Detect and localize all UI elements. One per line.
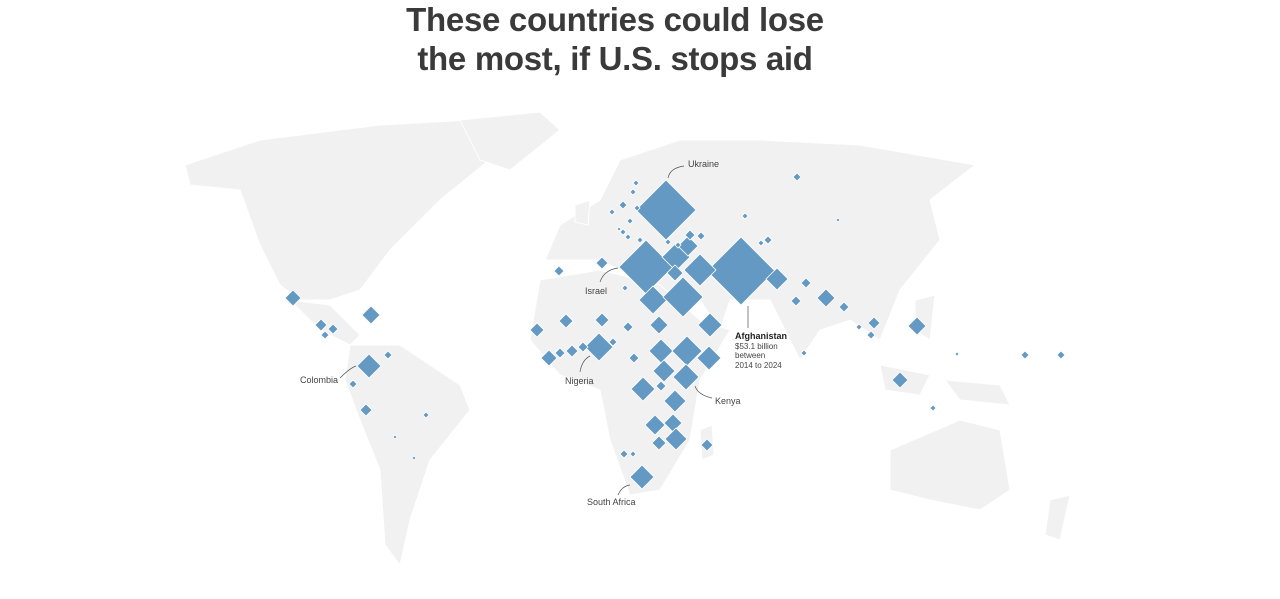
diamond [529, 322, 545, 338]
diamond [644, 414, 666, 436]
diamond [618, 200, 628, 210]
diamond [866, 330, 876, 340]
diamond [595, 256, 609, 270]
diamond [540, 349, 558, 367]
diamond [706, 236, 776, 306]
diamond [652, 359, 676, 383]
label: Ukraine [688, 159, 719, 169]
diamond [649, 315, 669, 335]
diamonds [284, 172, 1066, 490]
diamond [757, 239, 765, 247]
diamond [684, 229, 696, 241]
diamond [683, 253, 717, 287]
diamond [624, 233, 632, 241]
diamond [629, 464, 655, 490]
diamond [635, 179, 697, 241]
diamond [696, 345, 722, 371]
diamond [664, 238, 672, 246]
title: These countries could lose the most, if … [406, 1, 824, 77]
diamond [633, 204, 641, 212]
diamond [638, 285, 668, 315]
diamond [835, 217, 841, 223]
diamond [392, 434, 398, 440]
diamond [800, 349, 808, 357]
diamond [1056, 350, 1066, 360]
diamond [577, 341, 589, 353]
diamond [655, 380, 667, 392]
diamond [314, 318, 328, 332]
diamond [677, 235, 699, 257]
label-detail: 2014 to 2024 [735, 361, 782, 370]
diamond [790, 295, 802, 307]
diamond [630, 376, 656, 402]
diamond [629, 188, 637, 196]
diamond [697, 312, 723, 338]
diamond [700, 438, 714, 452]
diamond [929, 404, 937, 412]
diamond [348, 379, 358, 389]
diamond [383, 350, 393, 360]
diamond [816, 288, 836, 308]
label: South Africa [587, 497, 636, 507]
diamond [622, 321, 634, 333]
diamond [800, 277, 812, 289]
diamond [284, 289, 302, 307]
diamond [356, 353, 382, 379]
diamond [584, 332, 614, 362]
diamond [621, 284, 629, 292]
diamond [662, 276, 704, 318]
diamond [608, 337, 618, 347]
diamond [361, 305, 381, 325]
diamond [867, 316, 881, 330]
leaders [339, 165, 749, 496]
diamond [411, 455, 417, 461]
diamond [616, 226, 622, 232]
diamond [763, 235, 773, 245]
diamond [327, 323, 339, 335]
diamond [765, 267, 789, 291]
diamond [359, 403, 373, 417]
label: Colombia [300, 375, 338, 385]
label: Israel [585, 286, 607, 296]
diamond [672, 363, 700, 391]
diamond [651, 435, 667, 451]
diamond [664, 427, 688, 451]
diamond [907, 316, 927, 336]
diamond [554, 347, 566, 359]
label-detail: $53.1 billion [735, 342, 778, 351]
diamond [565, 344, 579, 358]
diamond [619, 449, 629, 459]
diamond [632, 179, 640, 187]
diamond [674, 241, 682, 249]
diamond [741, 212, 749, 220]
diamond [855, 323, 863, 331]
diamond [422, 411, 430, 419]
diamond [629, 450, 637, 458]
diamond [594, 312, 610, 328]
diamond [626, 217, 634, 225]
diamond [1020, 350, 1030, 360]
diamond [666, 264, 684, 282]
label: Nigeria [565, 376, 594, 386]
diamond [891, 371, 909, 389]
diamond [619, 228, 627, 236]
label: Kenya [715, 396, 741, 406]
diamond [838, 301, 850, 313]
label: Afghanistan [735, 331, 787, 341]
diamond [663, 389, 687, 413]
diamond [954, 351, 960, 357]
diamond [558, 313, 574, 329]
diamond [608, 208, 616, 216]
diamond [628, 352, 640, 364]
diamond [320, 330, 330, 340]
diamond [696, 231, 706, 241]
diamond [553, 265, 565, 277]
diamond [792, 172, 802, 182]
diamond [636, 236, 644, 244]
label-detail: between [735, 351, 765, 360]
